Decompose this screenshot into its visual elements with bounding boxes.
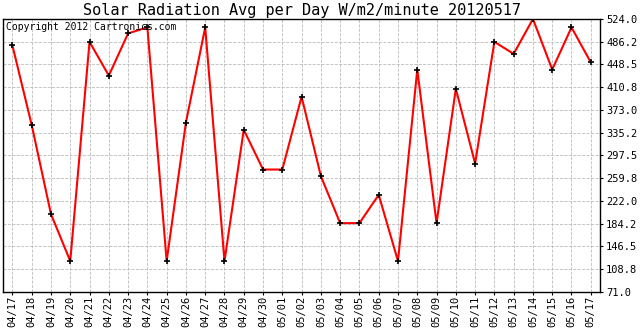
Title: Solar Radiation Avg per Day W/m2/minute 20120517: Solar Radiation Avg per Day W/m2/minute …	[83, 3, 520, 18]
Text: Copyright 2012 Cartronics.com: Copyright 2012 Cartronics.com	[6, 22, 176, 32]
